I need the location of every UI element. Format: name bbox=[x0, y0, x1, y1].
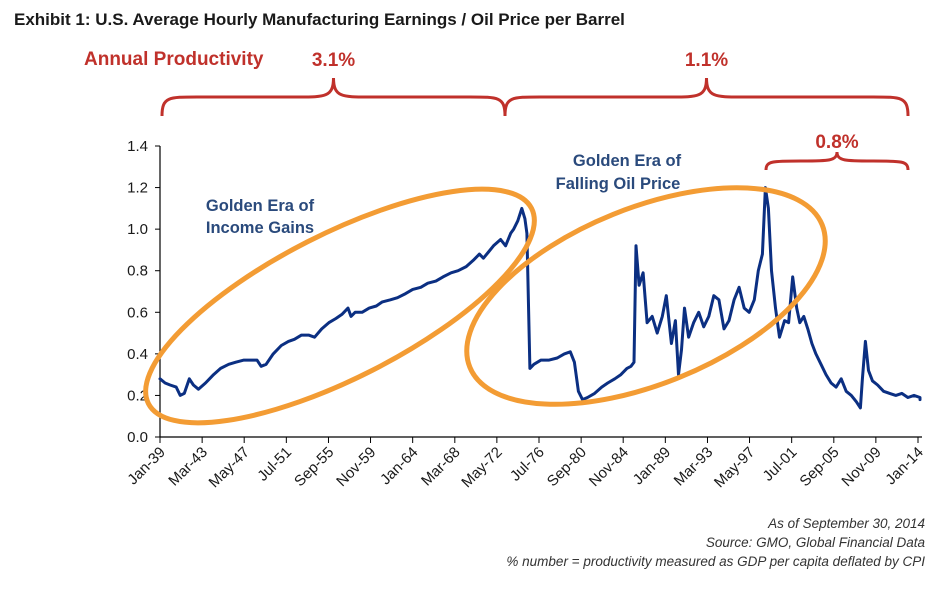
y-tick-label: 1.0 bbox=[127, 221, 148, 238]
x-tick-label: Jul-51 bbox=[254, 444, 295, 485]
x-tick-label: May-97 bbox=[711, 444, 758, 491]
era-label-falling-oil-line2: Falling Oil Price bbox=[556, 175, 681, 193]
x-tick-label: Jul-01 bbox=[760, 444, 801, 485]
x-tick-label: Mar-68 bbox=[418, 444, 464, 490]
productivity-brace-0-8 bbox=[764, 151, 910, 171]
era-label-income-gains-line1: Golden Era of bbox=[206, 197, 315, 215]
chart-title: Exhibit 1: U.S. Average Hourly Manufactu… bbox=[14, 10, 625, 29]
x-tick-label: Sep-55 bbox=[291, 444, 337, 490]
productivity-value-0-8: 0.8% bbox=[815, 132, 858, 153]
y-ticks: 0.0 0.2 0.4 0.6 0.8 1.0 1.2 1.4 bbox=[127, 138, 160, 446]
footnote-source: Source: GMO, Global Financial Data bbox=[705, 535, 925, 550]
y-tick-label: 0.6 bbox=[127, 304, 148, 321]
y-tick-label: 0.4 bbox=[127, 346, 148, 363]
productivity-label: Annual Productivity bbox=[84, 49, 264, 70]
ellipse-income-gains bbox=[143, 186, 537, 426]
x-tick-label: Mar-43 bbox=[165, 444, 211, 490]
x-tick-label: Sep-80 bbox=[544, 444, 590, 490]
y-tick-label: 0.0 bbox=[127, 429, 148, 446]
x-tick-label: Nov-09 bbox=[838, 444, 884, 490]
x-tick-label: May-72 bbox=[458, 444, 505, 491]
series-line-earnings-oil-ratio bbox=[158, 186, 922, 410]
y-tick-label: 1.4 bbox=[127, 138, 148, 155]
x-tick-label: Sep-05 bbox=[796, 444, 842, 490]
x-tick-label: Nov-59 bbox=[333, 444, 379, 490]
footnote-definition: % number = productivity measured as GDP … bbox=[506, 554, 925, 569]
x-tick-label: Jul-76 bbox=[507, 444, 548, 485]
era-label-falling-oil-line1: Golden Era of bbox=[573, 152, 682, 170]
x-tick-label: Jan-89 bbox=[630, 444, 674, 488]
era-label-income-gains-line2: Income Gains bbox=[206, 219, 314, 237]
ellipse-falling-oil-price bbox=[464, 185, 828, 407]
x-tick-label: Jan-14 bbox=[882, 444, 926, 488]
x-tick-label: Jan-64 bbox=[377, 444, 421, 488]
footnote-as-of: As of September 30, 2014 bbox=[768, 516, 925, 531]
x-tick-label: May-47 bbox=[206, 444, 253, 491]
y-tick-label: 1.2 bbox=[127, 180, 148, 197]
x-tick-label: Mar-93 bbox=[671, 444, 717, 490]
productivity-value-1-1: 1.1% bbox=[685, 50, 728, 71]
productivity-brace-1-1 bbox=[503, 77, 910, 117]
x-tick-label: Jan-39 bbox=[124, 444, 168, 488]
y-tick-label: 0.2 bbox=[127, 387, 148, 404]
y-tick-label: 0.8 bbox=[127, 263, 148, 280]
productivity-brace-3-1 bbox=[160, 77, 507, 117]
x-tick-label: Nov-84 bbox=[586, 444, 632, 490]
productivity-value-3-1: 3.1% bbox=[312, 50, 355, 71]
